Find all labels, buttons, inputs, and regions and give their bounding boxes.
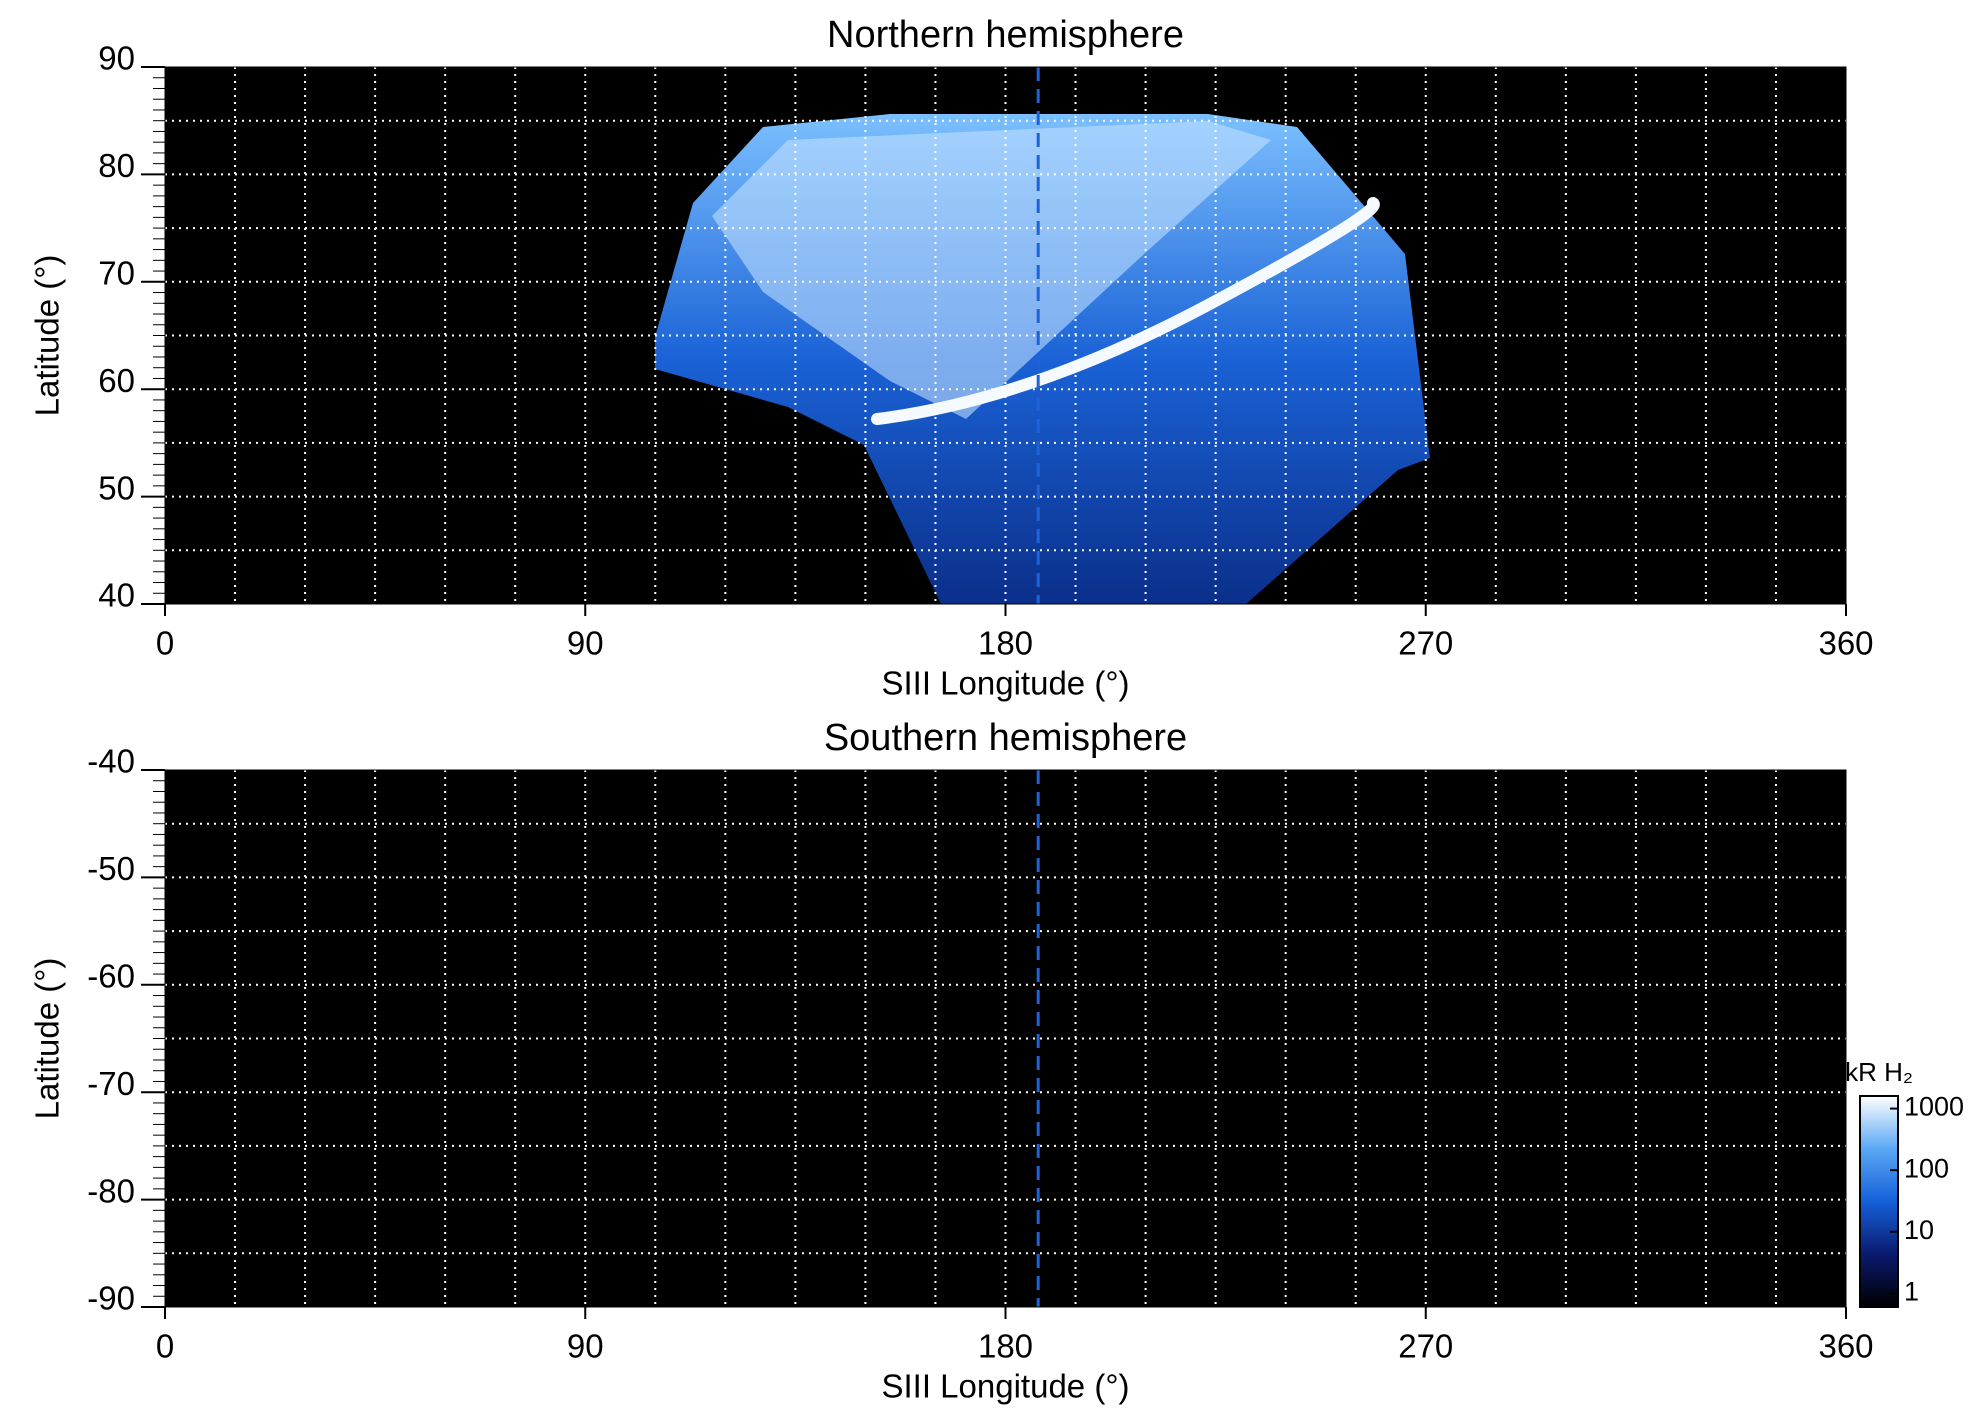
panel-title: Southern hemisphere bbox=[824, 717, 1187, 759]
colorbar bbox=[1859, 1095, 1899, 1308]
colorbar-tick-label: 100 bbox=[1904, 1153, 1949, 1183]
y-tick-label: 90 bbox=[98, 40, 135, 77]
x-tick-label: 360 bbox=[1818, 625, 1873, 662]
bright-region bbox=[712, 121, 1271, 419]
colorbar-tick-label: 1000 bbox=[1904, 1092, 1964, 1122]
x-tick-label: 90 bbox=[567, 625, 604, 662]
x-axis-label: SIII Longitude (°) bbox=[882, 1368, 1130, 1405]
y-tick-label: -90 bbox=[87, 1280, 135, 1317]
y-tick-label: 60 bbox=[98, 362, 135, 399]
y-tick-label: 40 bbox=[98, 577, 135, 614]
auroral-emission bbox=[655, 114, 1430, 604]
y-tick-label: 50 bbox=[98, 469, 135, 506]
x-axis-label: SIII Longitude (°) bbox=[882, 665, 1130, 702]
x-tick-label: 180 bbox=[978, 625, 1033, 662]
plot-frame bbox=[164, 769, 1847, 1308]
y-tick-label: -60 bbox=[87, 958, 135, 995]
y-tick-label: -80 bbox=[87, 1172, 135, 1209]
y-tick-label: 70 bbox=[98, 255, 135, 292]
y-tick-label: -50 bbox=[87, 850, 135, 887]
y-tick-label: -70 bbox=[87, 1065, 135, 1102]
y-tick-label: 80 bbox=[98, 147, 135, 184]
colorbar-tick-label: 10 bbox=[1904, 1215, 1934, 1245]
colorbar-label: kR H₂ bbox=[1845, 1057, 1913, 1087]
x-tick-label: 270 bbox=[1398, 1328, 1453, 1365]
x-tick-label: 0 bbox=[156, 625, 174, 662]
x-tick-label: 90 bbox=[567, 1328, 604, 1365]
colorbar-tick-label: 1 bbox=[1904, 1276, 1919, 1306]
x-tick-label: 270 bbox=[1398, 625, 1453, 662]
plot-frame bbox=[164, 66, 1847, 605]
main-oval bbox=[871, 197, 1380, 425]
y-tick-label: -40 bbox=[87, 743, 135, 780]
x-tick-label: 0 bbox=[156, 1328, 174, 1365]
y-axis-label: Latitude (°) bbox=[29, 255, 66, 417]
panel-title: Northern hemisphere bbox=[827, 14, 1184, 56]
x-tick-label: 180 bbox=[978, 1328, 1033, 1365]
x-tick-label: 360 bbox=[1818, 1328, 1873, 1365]
y-axis-label: Latitude (°) bbox=[29, 958, 66, 1120]
